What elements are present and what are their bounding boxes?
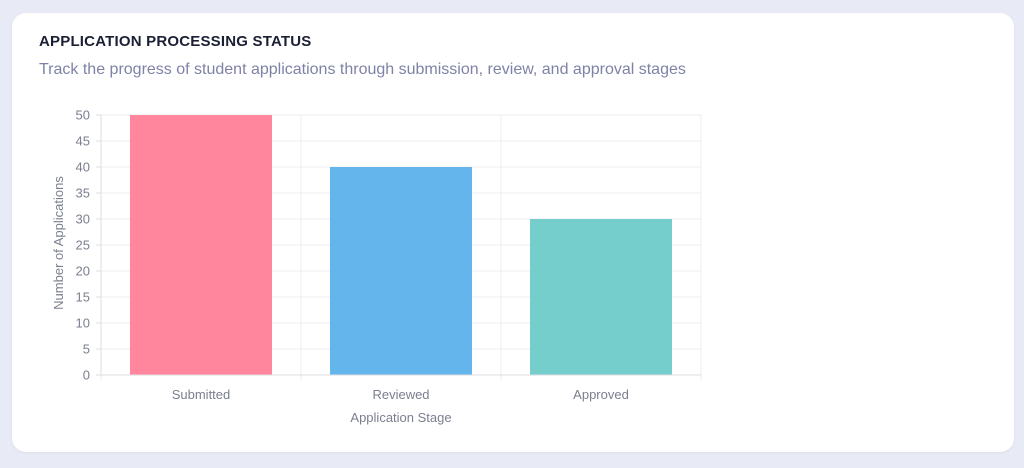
bar-submitted[interactable] — [130, 115, 272, 375]
y-tick-label: 10 — [76, 316, 90, 331]
axes — [96, 114, 701, 376]
x-tick-label: Reviewed — [372, 387, 429, 402]
bars — [130, 115, 672, 375]
bar-approved[interactable] — [530, 219, 672, 375]
chart-card: APPLICATION PROCESSING STATUS Track the … — [12, 13, 1014, 452]
y-tick-label: 45 — [76, 134, 90, 149]
chart-title: APPLICATION PROCESSING STATUS — [39, 33, 312, 50]
bar-reviewed[interactable] — [330, 167, 472, 375]
y-tick-label: 35 — [76, 186, 90, 201]
y-tick-label: 40 — [76, 160, 90, 175]
y-tick-label: 15 — [76, 290, 90, 305]
x-tick-labels: Submitted Reviewed Approved — [172, 387, 629, 402]
y-tick-label: 30 — [76, 212, 90, 227]
x-axis-title: Application Stage — [350, 410, 451, 425]
y-tick-labels: 0 5 10 15 20 25 30 35 40 45 50 — [76, 108, 90, 383]
x-tick-label: Approved — [573, 387, 629, 402]
y-tick-label: 0 — [83, 368, 90, 383]
chart-subtitle: Track the progress of student applicatio… — [39, 61, 686, 78]
bar-chart: 0 5 10 15 20 25 30 35 40 45 50 Submitted Reviewed Ap… — [51, 108, 702, 425]
y-tick-label: 50 — [76, 108, 90, 123]
x-tick-label: Submitted — [172, 387, 231, 402]
y-tick-label: 25 — [76, 238, 90, 253]
y-tick-label: 5 — [83, 342, 90, 357]
y-axis-title: Number of Applications — [51, 176, 66, 310]
y-tick-label: 20 — [76, 264, 90, 279]
